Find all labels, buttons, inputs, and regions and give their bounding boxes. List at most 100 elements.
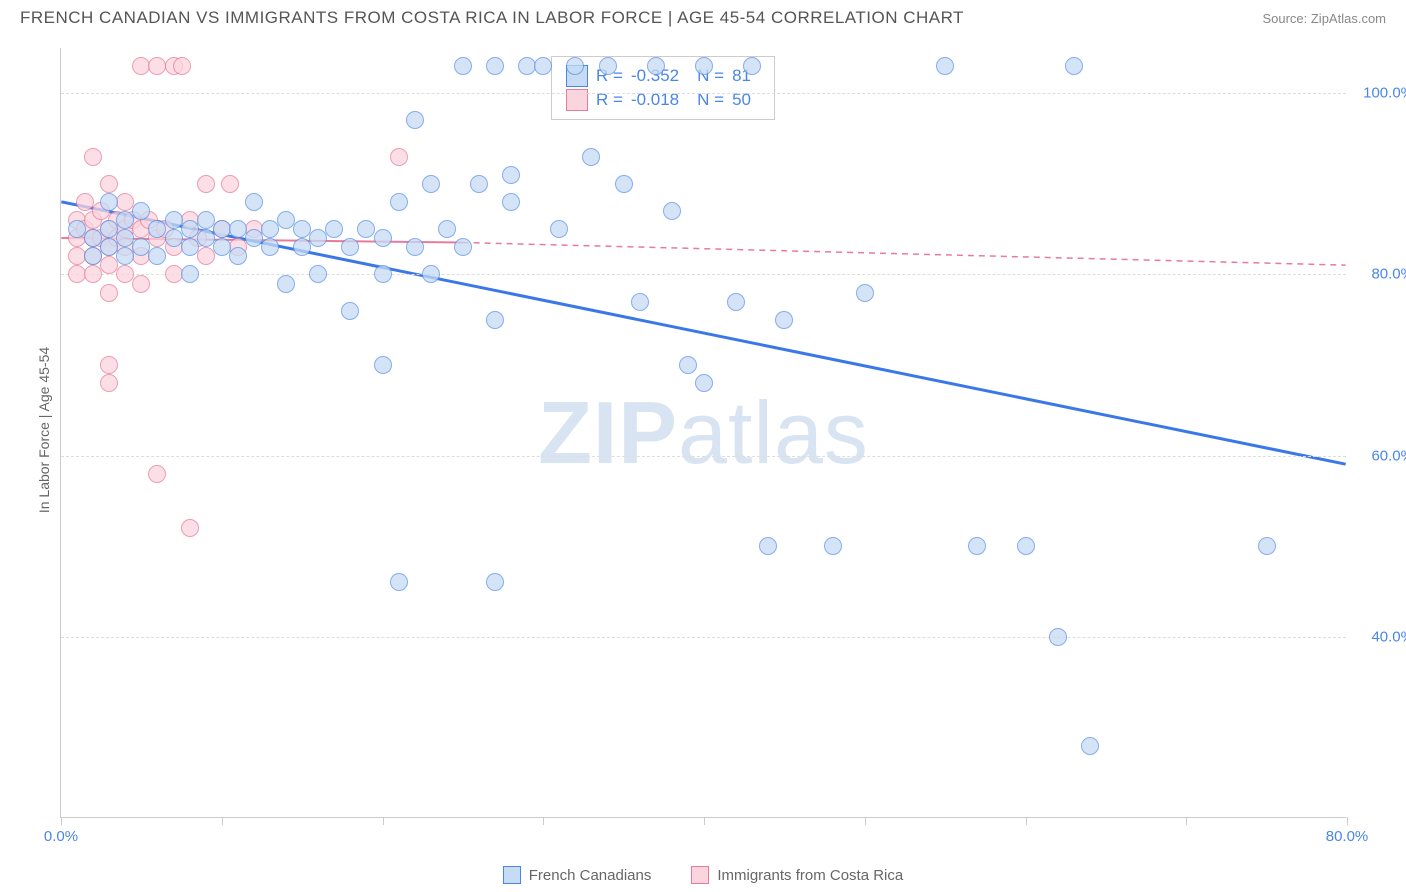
data-point (856, 284, 874, 302)
data-point (968, 537, 986, 555)
legend-label-blue: French Canadians (529, 867, 652, 884)
x-tick (1347, 817, 1348, 825)
data-point (116, 211, 134, 229)
data-point (422, 175, 440, 193)
x-tick (543, 817, 544, 825)
gridline (61, 93, 1346, 94)
data-point (502, 166, 520, 184)
x-tick (1026, 817, 1027, 825)
data-point (486, 573, 504, 591)
data-point (132, 202, 150, 220)
y-tick-label: 60.0% (1371, 447, 1406, 464)
gridline (61, 637, 1346, 638)
data-point (100, 374, 118, 392)
data-point (100, 193, 118, 211)
data-point (1017, 537, 1035, 555)
y-tick-label: 80.0% (1371, 266, 1406, 283)
data-point (566, 57, 584, 75)
data-point (1065, 57, 1083, 75)
x-tick (383, 817, 384, 825)
data-point (341, 238, 359, 256)
data-point (486, 57, 504, 75)
data-point (679, 356, 697, 374)
data-point (277, 275, 295, 293)
data-point (100, 175, 118, 193)
data-point (695, 374, 713, 392)
data-point (550, 220, 568, 238)
chart-title: FRENCH CANADIAN VS IMMIGRANTS FROM COSTA… (20, 8, 964, 28)
data-point (824, 537, 842, 555)
data-point (309, 229, 327, 247)
data-point (221, 175, 239, 193)
x-tick-label: 80.0% (1326, 828, 1369, 845)
data-point (390, 193, 408, 211)
data-point (743, 57, 761, 75)
data-point (438, 220, 456, 238)
data-point (84, 247, 102, 265)
data-point (486, 311, 504, 329)
legend-swatch-blue (503, 866, 521, 884)
y-axis-title: In Labor Force | Age 45-54 (36, 347, 52, 513)
data-point (647, 57, 665, 75)
data-point (181, 265, 199, 283)
x-tick (61, 817, 62, 825)
data-point (390, 573, 408, 591)
data-point (84, 148, 102, 166)
data-point (181, 238, 199, 256)
data-point (1258, 537, 1276, 555)
watermark: ZIPatlas (538, 382, 869, 484)
y-tick-label: 100.0% (1363, 85, 1406, 102)
data-point (148, 247, 166, 265)
bottom-legend: French Canadians Immigrants from Costa R… (0, 866, 1406, 884)
data-point (599, 57, 617, 75)
data-point (775, 311, 793, 329)
data-point (470, 175, 488, 193)
data-point (325, 220, 343, 238)
data-point (631, 293, 649, 311)
data-point (502, 193, 520, 211)
data-point (663, 202, 681, 220)
chart-source: Source: ZipAtlas.com (1262, 11, 1386, 26)
data-point (245, 193, 263, 211)
data-point (173, 57, 191, 75)
x-tick-label: 0.0% (44, 828, 78, 845)
x-tick (704, 817, 705, 825)
data-point (1049, 628, 1067, 646)
data-point (454, 238, 472, 256)
data-point (406, 238, 424, 256)
x-tick (1186, 817, 1187, 825)
data-point (759, 537, 777, 555)
x-tick (865, 817, 866, 825)
data-point (615, 175, 633, 193)
data-point (132, 275, 150, 293)
data-point (454, 57, 472, 75)
data-point (341, 302, 359, 320)
data-point (1081, 737, 1099, 755)
x-tick (222, 817, 223, 825)
data-point (309, 265, 327, 283)
chart-plot-area: ZIPatlas R = -0.352 N = 81 R = -0.018 N … (60, 48, 1346, 818)
data-point (936, 57, 954, 75)
y-tick-label: 40.0% (1371, 628, 1406, 645)
data-point (197, 175, 215, 193)
data-point (534, 57, 552, 75)
data-point (406, 111, 424, 129)
data-point (374, 356, 392, 374)
data-point (100, 356, 118, 374)
data-point (695, 57, 713, 75)
legend-label-pink: Immigrants from Costa Rica (717, 867, 903, 884)
legend-swatch-pink (691, 866, 709, 884)
data-point (148, 465, 166, 483)
data-point (261, 238, 279, 256)
data-point (422, 265, 440, 283)
data-point (261, 220, 279, 238)
gridline (61, 274, 1346, 275)
data-point (229, 247, 247, 265)
data-point (374, 229, 392, 247)
data-point (100, 284, 118, 302)
data-point (293, 238, 311, 256)
data-point (197, 247, 215, 265)
data-point (390, 148, 408, 166)
data-point (84, 265, 102, 283)
data-point (181, 519, 199, 537)
